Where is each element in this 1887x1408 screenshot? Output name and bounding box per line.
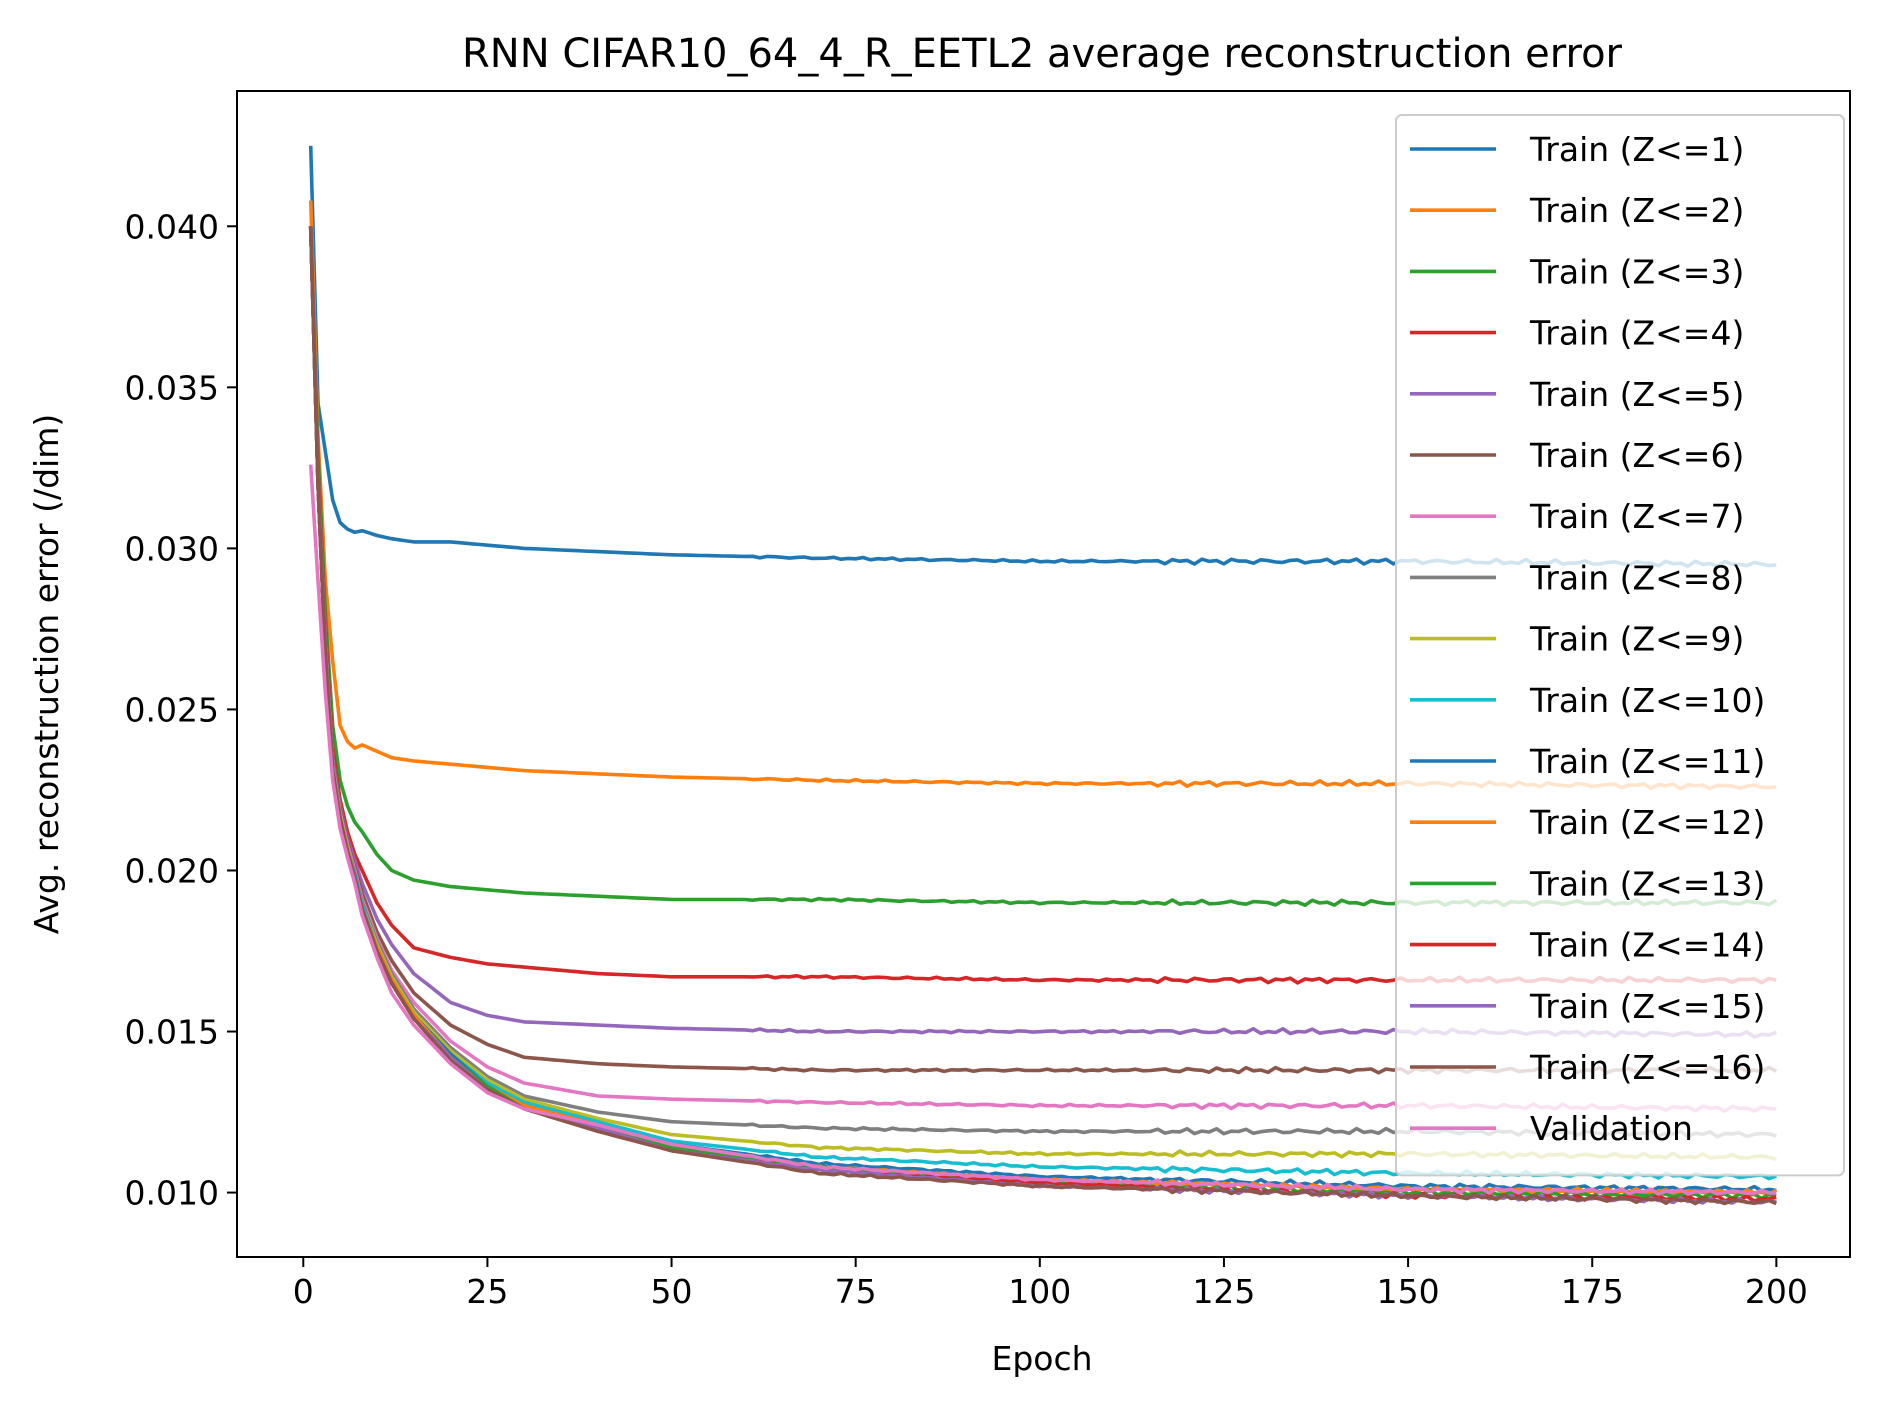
legend-label: Train (Z<=2) xyxy=(1529,191,1744,230)
legend-label: Train (Z<=10) xyxy=(1529,681,1765,720)
x-tick-label: 150 xyxy=(1377,1272,1440,1311)
y-tick-label: 0.020 xyxy=(125,851,219,890)
x-tick-label: 75 xyxy=(835,1272,877,1311)
y-tick-label: 0.015 xyxy=(125,1013,219,1052)
legend-box xyxy=(1395,114,1845,1177)
legend: Train (Z<=1) Train (Z<=2) Train (Z<=3) Trai… xyxy=(1395,114,1845,1177)
series-line-17 xyxy=(308,464,1777,1196)
x-tick-label: 100 xyxy=(1008,1272,1071,1311)
legend-label: Train (Z<=4) xyxy=(1529,314,1744,353)
x-tick-label: 50 xyxy=(651,1272,693,1311)
legend-label: Train (Z<=3) xyxy=(1529,252,1744,291)
legend-label: Train (Z<=6) xyxy=(1529,436,1744,475)
legend-label: Validation xyxy=(1530,1109,1693,1148)
legend-label: Train (Z<=5) xyxy=(1529,375,1744,414)
y-axis-title: Avg. reconstruction error (/dim) xyxy=(27,414,66,934)
legend-label: Train (Z<=8) xyxy=(1529,558,1744,597)
x-tick-label: 200 xyxy=(1745,1272,1808,1311)
legend-label: Train (Z<=13) xyxy=(1529,864,1765,903)
legend-label: Train (Z<=15) xyxy=(1529,987,1765,1026)
legend-label: Train (Z<=12) xyxy=(1529,803,1765,842)
y-tick-label: 0.025 xyxy=(125,690,219,729)
y-tick-label: 0.040 xyxy=(125,207,219,246)
x-axis-title: Epoch xyxy=(991,1339,1092,1378)
x-tick-label: 125 xyxy=(1192,1272,1255,1311)
legend-label: Train (Z<=14) xyxy=(1529,926,1765,965)
x-axis: 0 25 50 75 100 125 150 175 200 xyxy=(293,1257,1808,1311)
x-tick-label: 175 xyxy=(1561,1272,1624,1311)
axes-frame xyxy=(236,90,1851,1258)
x-tick-label: 25 xyxy=(466,1272,508,1311)
legend-label: Train (Z<=11) xyxy=(1529,742,1765,781)
y-tick-label: 0.035 xyxy=(125,368,219,407)
legend-label: Train (Z<=9) xyxy=(1529,620,1744,659)
chart-title: RNN CIFAR10_64_4_R_EETL2 average reconst… xyxy=(462,31,1623,77)
legend-label: Train (Z<=7) xyxy=(1529,497,1744,536)
x-tick-label: 0 xyxy=(293,1272,314,1311)
y-axis: 0.010 0.015 0.020 0.025 0.030 0.035 0.040 xyxy=(125,207,237,1213)
y-tick-label: 0.010 xyxy=(125,1174,219,1213)
series-line-16 xyxy=(308,226,1777,1206)
y-tick-label: 0.030 xyxy=(125,529,219,568)
legend-label: Train (Z<=16) xyxy=(1529,1048,1765,1087)
legend-label: Train (Z<=1) xyxy=(1529,130,1744,169)
